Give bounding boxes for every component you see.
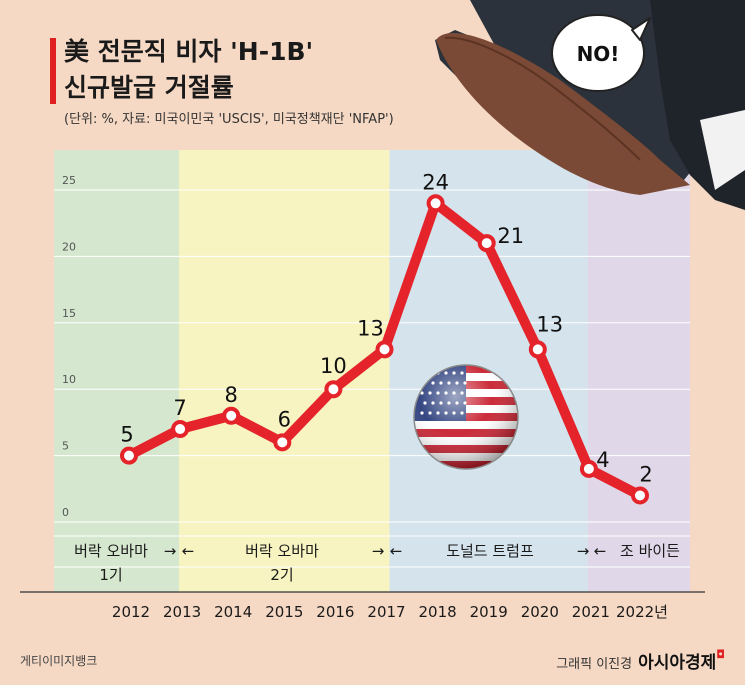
chart-title: 美 전문직 비자 'H-1B' 신규발급 거절률 [64, 34, 313, 106]
data-point [579, 459, 598, 478]
data-label: 21 [497, 224, 524, 248]
era-obama-2-arrow-left: ← [182, 542, 195, 560]
x-tick-label: 2012 [112, 603, 150, 621]
x-tick-label: 2021 [572, 603, 610, 621]
era-trump-arrow-left: ← [390, 542, 403, 560]
y-tick-label: 15 [62, 307, 76, 320]
data-point [171, 420, 190, 439]
title-line-1: 美 전문직 비자 'H-1B' [64, 37, 314, 66]
era-obama-2-term: 2기 [270, 566, 293, 584]
x-tick-labels: 2012 2013 2014 2015 2016 2017 2018 2019 2020 2021… [112, 603, 668, 621]
y-tick-label: 0 [62, 506, 69, 519]
data-label: 4 [596, 448, 609, 472]
y-tick-label: 10 [62, 373, 76, 386]
era-obama-1-label: 버락 오바마 [74, 542, 148, 560]
data-point [324, 380, 343, 399]
x-tick-label: 2013 [163, 603, 201, 621]
speech-bubble: NO! [551, 14, 651, 92]
data-point [222, 406, 241, 425]
data-label: 2 [639, 462, 652, 486]
data-point [528, 340, 547, 359]
x-tick-label: 2019 [470, 603, 508, 621]
x-tick-label: 2020 [521, 603, 559, 621]
y-tick-label: 25 [62, 174, 76, 187]
era-biden-label: 조 바이든 [620, 542, 680, 560]
era-trump-arrow-right: → [577, 542, 590, 560]
era-obama-1-arrow: → [164, 542, 177, 560]
data-label: 13 [536, 312, 563, 336]
data-point [120, 446, 138, 465]
y-tick-label: 20 [62, 240, 76, 253]
us-flag-icon [413, 364, 519, 470]
y-tick-label: 5 [62, 440, 69, 453]
data-label: 8 [225, 383, 238, 407]
brand-mark-icon: ◘ [716, 648, 725, 661]
series-line: 5 7 8 6 10 13 24 21 13 4 2 [120, 170, 653, 505]
data-label: 6 [278, 407, 291, 431]
data-label: 5 [120, 423, 133, 447]
x-tick-label: 2015 [265, 603, 303, 621]
band-biden [587, 150, 690, 592]
x-tick-label: 2014 [214, 603, 252, 621]
data-point [426, 194, 445, 213]
data-point [273, 433, 292, 452]
data-label: 10 [320, 354, 347, 378]
footer-credit: 그래픽 이진경 아시아경제◘ [556, 648, 725, 673]
stop-hand-icon [435, 0, 745, 210]
data-point [477, 234, 496, 253]
x-tick-label: 2016 [316, 603, 354, 621]
era-obama-1-term: 1기 [99, 566, 122, 584]
data-label: 13 [357, 316, 384, 340]
data-point [375, 340, 394, 359]
data-label: 7 [173, 396, 186, 420]
band-obama-1 [54, 150, 180, 592]
brand-logo: 아시아경제 [638, 653, 717, 673]
era-trump-label: 도널드 트럼프 [446, 542, 534, 560]
x-tick-label: 2022년 [616, 603, 668, 621]
graphic-credit: 그래픽 이진경 [556, 657, 633, 672]
speech-bubble-text: NO! [577, 42, 620, 66]
era-biden-arrow-left: ← [594, 542, 607, 560]
title-accent-bar [50, 38, 56, 104]
era-bands [54, 150, 690, 592]
x-tick-label: 2017 [367, 603, 405, 621]
era-obama-2-label: 버락 오바마 [245, 542, 319, 560]
era-obama-2-arrow-right: → [372, 542, 385, 560]
footer-photo-credit: 게티이미지뱅크 [20, 654, 98, 668]
title-line-2: 신규발급 거절률 [64, 73, 234, 102]
x-tick-label: 2018 [419, 603, 457, 621]
data-point [631, 486, 649, 505]
chart-subtitle: (단위: %, 자료: 미국이민국 'USCIS', 미국정책재단 'NFAP'… [64, 112, 394, 127]
data-label: 24 [422, 170, 449, 194]
